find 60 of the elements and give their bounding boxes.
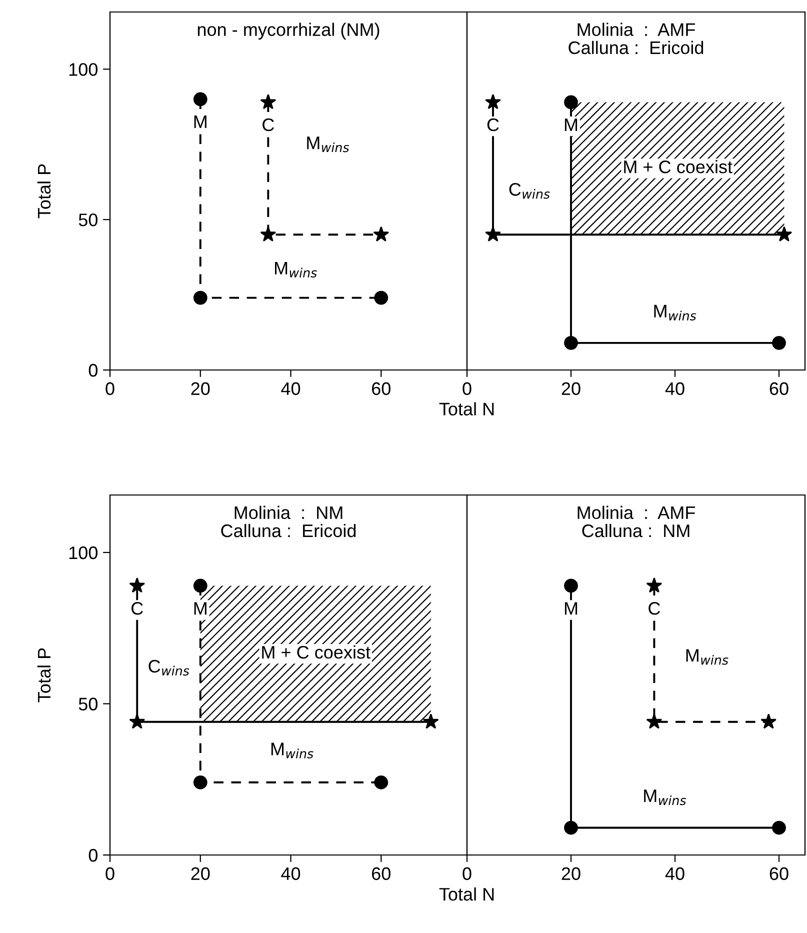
series-label: M	[564, 118, 578, 131]
series-label: C	[132, 602, 143, 615]
y-tick-label: 0	[88, 848, 98, 862]
x-tick-label: 60	[372, 867, 390, 880]
text: Molinia : AMF Calluna : NM	[578, 506, 695, 538]
x-tick-label: 20	[191, 382, 210, 396]
x-axis-title: Total N	[439, 887, 494, 901]
annotation: M$_{wins}$	[686, 649, 728, 665]
annotation: M$_{wins}$	[644, 790, 686, 806]
band-label: M + C coexist	[624, 160, 732, 174]
x-tick-label: 20	[191, 867, 210, 880]
point	[129, 714, 146, 729]
annotation: M$_{wins}$	[654, 304, 696, 320]
x-tick-label: 40	[281, 382, 300, 396]
annotation: C$_{wins}$	[148, 660, 190, 676]
point	[129, 577, 146, 593]
x-tick-label: 0	[462, 867, 472, 880]
point	[374, 775, 388, 790]
x-tick-label: 60	[770, 382, 788, 396]
x-tick-label: 20	[562, 867, 580, 880]
x-tick-label: 0	[106, 382, 114, 396]
x-tick-label: 0	[106, 867, 114, 880]
y-tick-label: 0	[88, 364, 98, 377]
y-tick-label: 100	[69, 546, 98, 560]
x-tick-label: 0	[462, 382, 472, 396]
series-label: M	[564, 602, 578, 615]
y-tick-label: 100	[69, 63, 98, 76]
y-tick-label: 50	[78, 698, 98, 710]
y-axis-title: Total P	[37, 648, 51, 702]
annotation: M$_{wins}$	[275, 262, 317, 278]
annotation: C$_{wins}$	[509, 183, 550, 199]
x-tick-label: 60	[770, 867, 788, 880]
series-label: C	[487, 118, 499, 132]
annotation: M$_{wins}$	[307, 136, 350, 152]
point	[193, 92, 208, 106]
point	[193, 290, 208, 305]
x-tick-label: 20	[562, 382, 580, 396]
y-axis-title: Total P	[37, 164, 51, 218]
annotation: M$_{wins}$	[271, 742, 314, 758]
point	[260, 226, 276, 242]
point	[260, 94, 276, 110]
point	[193, 578, 208, 593]
series-label: C	[262, 118, 274, 132]
x-tick-label: 40	[281, 867, 300, 880]
series-label: M	[194, 116, 206, 128]
series-label: C	[648, 602, 660, 615]
text: non - mycorrhizal (NM)	[198, 22, 380, 40]
point	[193, 775, 208, 790]
text: Molinia : AMF Calluna : Ericoid	[568, 22, 704, 54]
x-axis-title: Total N	[439, 402, 494, 416]
y-tick-label: 50	[78, 214, 98, 226]
text: Molinia : NM Calluna : Ericoid	[221, 506, 356, 538]
band-label: M + C coexist	[262, 645, 370, 659]
point	[422, 714, 439, 729]
x-tick-label: 60	[372, 382, 390, 396]
x-tick-label: 40	[665, 867, 684, 880]
x-tick-label: 40	[665, 382, 684, 396]
point	[374, 290, 388, 305]
series-label: M	[194, 602, 206, 615]
point	[373, 226, 390, 242]
